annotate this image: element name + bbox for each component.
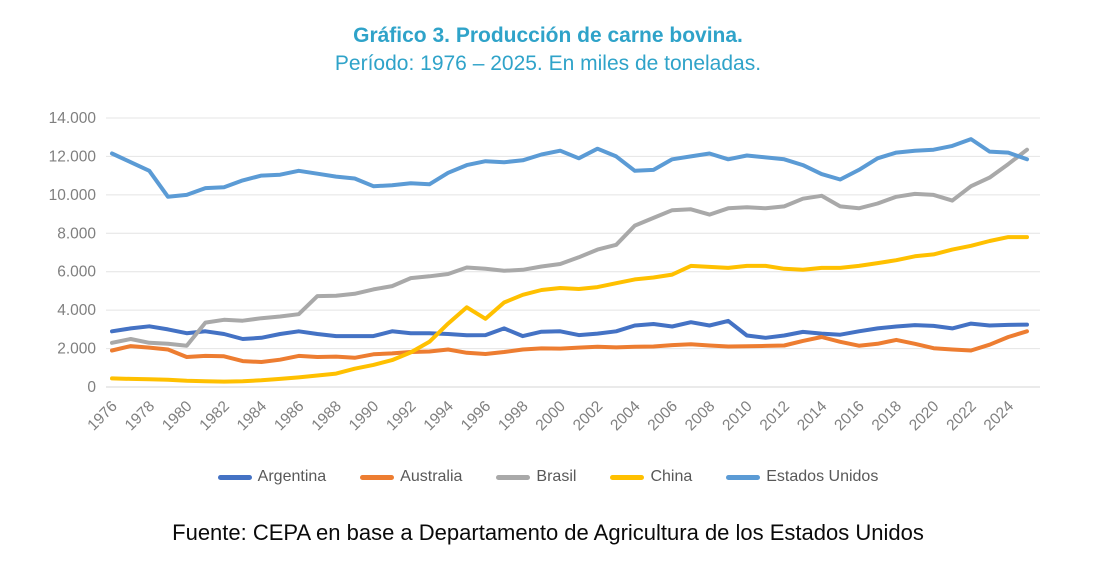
y-tick-label-0: 0 [87, 379, 96, 396]
x-tick-label-1982: 1982 [196, 398, 232, 434]
series-line-china [110, 235, 1029, 384]
legend-item-china: China [610, 468, 692, 486]
legend-label-estados-unidos: Estados Unidos [766, 468, 879, 485]
legend-item-australia: Australia [360, 468, 462, 486]
line-chart-canvas: 0 2.000 4.000 6.000 8.000 10.000 12.000 14.000 1… [49, 110, 1040, 435]
legend-item-argentina: Argentina [217, 468, 327, 486]
legend-swatch-brasil [496, 474, 531, 480]
y-tick-label-10000: 10.000 [49, 187, 97, 204]
chart-title-block: Gráfico 3. Producción de carne bovina. P… [0, 22, 1096, 77]
x-tick-label-2006: 2006 [645, 398, 681, 434]
x-tick-label-2008: 2008 [682, 398, 718, 434]
x-tick-label-1988: 1988 [308, 398, 344, 434]
x-tick-label-2016: 2016 [831, 398, 867, 434]
x-tick-label-2024: 2024 [981, 398, 1018, 435]
y-tick-label-2000: 2.000 [57, 341, 96, 358]
series-line-brasil [110, 147, 1029, 348]
series-line-estados-unidos [110, 137, 1029, 199]
y-tick-label-12000: 12.000 [49, 148, 97, 165]
legend-swatch-estados-unidos [726, 474, 761, 480]
x-tick-label-1996: 1996 [458, 398, 494, 434]
x-tick-label-1990: 1990 [346, 398, 383, 435]
legend-label-australia: Australia [400, 468, 463, 485]
x-tick-label-1986: 1986 [271, 398, 307, 434]
source-note: Fuente: CEPA en base a Departamento de A… [172, 520, 924, 545]
x-tick-label-1992: 1992 [383, 398, 419, 434]
chart-legend: Argentina Australia Brasil China Estados Uni… [0, 468, 1096, 486]
chart-title: Gráfico 3. Producción de carne bovina. [353, 24, 743, 47]
legend-item-brasil: Brasil [496, 468, 576, 486]
series-line-argentina [110, 318, 1029, 341]
y-tick-label-8000: 8.000 [57, 225, 96, 242]
x-tick-label-1994: 1994 [421, 398, 458, 435]
x-tick-label-1978: 1978 [122, 398, 158, 434]
x-tick-label-2022: 2022 [943, 398, 979, 434]
x-tick-label-2012: 2012 [757, 398, 793, 434]
x-tick-label-1984: 1984 [234, 398, 271, 435]
x-tick-label-2018: 2018 [869, 398, 905, 434]
series-line-australia [110, 329, 1029, 364]
x-tick-label-2004: 2004 [607, 398, 644, 435]
legend-swatch-australia [360, 474, 395, 480]
x-tick-label-1980: 1980 [159, 398, 196, 435]
legend-swatch-argentina [217, 474, 252, 480]
legend-label-argentina: Argentina [257, 468, 327, 485]
x-tick-label-1998: 1998 [495, 398, 531, 434]
x-tick-label-2000: 2000 [533, 398, 570, 435]
legend-swatch-china [610, 474, 645, 480]
legend-label-brasil: Brasil [536, 468, 577, 485]
y-tick-label-14000: 14.000 [49, 110, 97, 127]
x-tick-label-2002: 2002 [570, 398, 606, 434]
chart-subtitle: Período: 1976 – 2025. En miles de tonela… [334, 51, 762, 75]
y-tick-label-6000: 6.000 [57, 264, 96, 281]
x-tick-label-1976: 1976 [84, 398, 120, 434]
y-tick-label-4000: 4.000 [57, 302, 96, 319]
legend-item-estados-unidos: Estados Unidos [726, 468, 878, 486]
legend-label-china: China [650, 468, 693, 485]
x-tick-label-2010: 2010 [719, 398, 756, 435]
x-tick-label-2014: 2014 [794, 398, 831, 435]
x-tick-label-2020: 2020 [906, 398, 943, 435]
